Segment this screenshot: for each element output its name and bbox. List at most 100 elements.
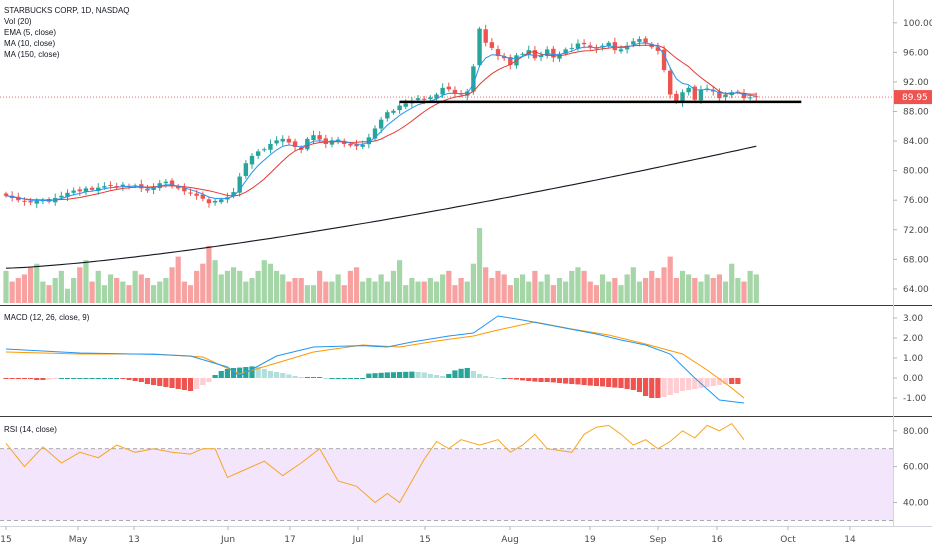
macd-histogram-bar	[710, 378, 716, 386]
candle-body	[286, 138, 292, 143]
volume-bar	[415, 281, 421, 303]
macd-histogram-bar	[304, 377, 310, 378]
volume-bar	[132, 270, 138, 303]
macd-histogram-bar	[34, 378, 40, 380]
volume-bar	[286, 281, 292, 303]
legend-symbol[interactable]: STARBUCKS CORP, 1D, NASDAQ	[4, 6, 130, 15]
volume-bar	[470, 263, 476, 303]
volume-bar	[753, 274, 759, 303]
macd-histogram-bar	[3, 378, 9, 379]
macd-histogram-bar	[722, 378, 729, 384]
macd-histogram-bar	[433, 375, 440, 378]
price-tick-label: 68.00	[903, 255, 929, 265]
volume-bar	[599, 274, 606, 303]
macd-signal-line	[5, 321, 745, 399]
macd-histogram-bar	[101, 378, 107, 379]
macd-histogram-bar	[612, 378, 618, 388]
macd-histogram-bar	[415, 372, 421, 378]
price-tick-label: 88.00	[903, 107, 929, 117]
candle-body	[206, 199, 212, 204]
candle-body	[711, 89, 716, 92]
legend-ma10[interactable]: MA (10, close)	[4, 39, 56, 48]
candle-body	[477, 28, 482, 66]
volume-bar	[329, 281, 335, 303]
macd-histogram-bar	[716, 378, 722, 385]
candle-body	[618, 49, 624, 52]
macd-histogram-bar	[372, 373, 378, 378]
volume-bar	[452, 285, 458, 303]
rsi-line	[5, 422, 745, 504]
volume-bar	[34, 263, 40, 303]
volume-bar	[612, 278, 618, 303]
candle-body	[674, 93, 679, 102]
volume-bar	[581, 270, 587, 303]
macd-histogram-bar	[261, 369, 267, 378]
macd-histogram-bar	[575, 378, 581, 385]
macd-line	[5, 315, 745, 404]
volume-bar	[704, 274, 710, 303]
candle-body	[102, 186, 107, 188]
candle-body	[378, 119, 384, 129]
macd-legend[interactable]: MACD (12, 26, close, 9)	[4, 313, 90, 322]
macd-histogram-bar	[347, 378, 353, 379]
macd-histogram-bar	[40, 378, 46, 380]
volume-bar	[483, 267, 489, 303]
macd-histogram-bar	[427, 374, 433, 378]
candle-body	[495, 49, 501, 57]
volume-bar	[114, 278, 120, 303]
price-tick-label: 76.00	[903, 196, 929, 206]
volume-bar	[274, 270, 280, 303]
volume-bar	[21, 274, 28, 303]
volume-bar	[230, 267, 237, 303]
candle-body	[317, 135, 322, 140]
legend-volume[interactable]: Vol (20)	[4, 17, 32, 26]
volume-bar	[95, 270, 101, 303]
macd-histogram-bar	[28, 378, 34, 379]
candle-body	[422, 98, 427, 100]
candle-body	[581, 42, 587, 45]
macd-histogram-bar	[335, 378, 341, 379]
macd-histogram-bar	[46, 378, 52, 380]
candle-body	[735, 91, 741, 93]
volume-bar	[194, 270, 200, 303]
macd-histogram-bar	[267, 371, 274, 378]
candle-body	[612, 42, 618, 51]
legend-ema[interactable]: EMA (5, close)	[4, 28, 57, 37]
volume-bar	[476, 228, 483, 303]
macd-histogram-bar	[144, 378, 151, 384]
volume-bar	[347, 270, 353, 303]
volume-bar	[643, 278, 649, 303]
volume-bar	[587, 281, 593, 303]
rsi-legend[interactable]: RSI (14, close)	[4, 425, 57, 434]
price-tick-label: 96.00	[903, 48, 929, 58]
volume-bar	[747, 270, 753, 303]
candle-body	[22, 200, 27, 202]
candle-body	[680, 92, 685, 103]
macd-histogram-bar	[729, 378, 735, 384]
macd-histogram-bar	[317, 377, 323, 378]
macd-histogram-bar	[495, 378, 501, 379]
legend-ma150[interactable]: MA (150, close)	[4, 50, 60, 59]
macd-histogram-bar	[77, 378, 83, 379]
candle-body	[59, 195, 64, 198]
candle-body	[385, 112, 390, 119]
macd-histogram-bar	[655, 378, 661, 398]
candle-body	[661, 49, 667, 71]
macd-histogram-bar	[483, 376, 489, 378]
candle-body	[194, 193, 199, 196]
volume-bar	[58, 270, 64, 303]
macd-histogram-bar	[636, 378, 643, 392]
time-tick-label: Jun	[220, 535, 235, 545]
volume-bar	[261, 260, 267, 303]
candle-body	[157, 183, 162, 189]
macd-histogram-bar	[107, 378, 114, 379]
volume-bar	[280, 274, 286, 303]
macd-histogram-bar	[704, 378, 710, 387]
candle-body	[520, 53, 525, 55]
macd-histogram-bar	[446, 374, 452, 378]
macd-histogram-bar	[470, 371, 476, 378]
volume-bar	[89, 281, 95, 303]
candle-body	[299, 147, 304, 150]
volume-bar	[593, 285, 599, 303]
